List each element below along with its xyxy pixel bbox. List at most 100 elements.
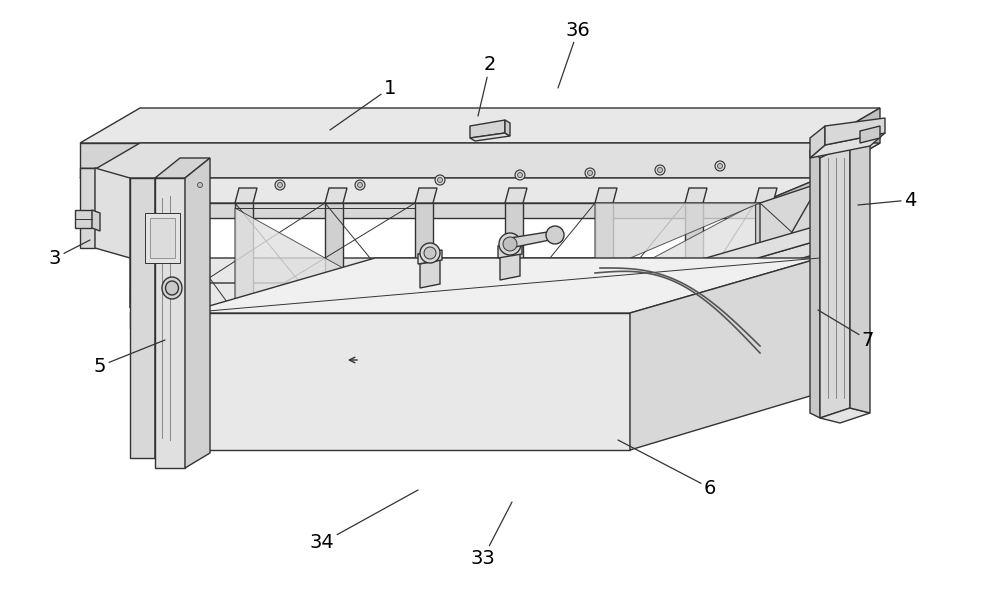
Circle shape: [585, 168, 595, 178]
Polygon shape: [325, 188, 347, 203]
Polygon shape: [325, 203, 343, 313]
Polygon shape: [415, 203, 433, 313]
Ellipse shape: [166, 281, 178, 295]
Polygon shape: [80, 143, 880, 178]
Polygon shape: [155, 178, 185, 468]
Text: 33: 33: [471, 502, 512, 568]
Polygon shape: [630, 240, 820, 313]
Circle shape: [715, 161, 725, 171]
Polygon shape: [470, 133, 510, 141]
Polygon shape: [75, 210, 92, 228]
Polygon shape: [130, 288, 760, 303]
Circle shape: [275, 180, 285, 190]
Polygon shape: [700, 183, 820, 308]
Polygon shape: [505, 120, 510, 136]
Circle shape: [358, 182, 362, 188]
Polygon shape: [92, 210, 100, 231]
Polygon shape: [145, 213, 180, 263]
Polygon shape: [155, 178, 185, 468]
Polygon shape: [505, 203, 523, 313]
Polygon shape: [415, 188, 437, 203]
Circle shape: [195, 180, 205, 190]
Polygon shape: [825, 118, 885, 145]
Polygon shape: [595, 203, 755, 288]
Polygon shape: [860, 126, 880, 143]
Circle shape: [438, 178, 442, 182]
Polygon shape: [595, 203, 760, 273]
Circle shape: [658, 167, 662, 172]
Polygon shape: [155, 188, 177, 203]
Polygon shape: [595, 188, 617, 203]
Polygon shape: [500, 253, 520, 280]
Polygon shape: [235, 208, 415, 308]
Circle shape: [355, 180, 365, 190]
Polygon shape: [595, 203, 613, 313]
Polygon shape: [820, 408, 870, 423]
Circle shape: [420, 243, 440, 263]
Circle shape: [198, 182, 202, 188]
Polygon shape: [820, 133, 880, 178]
Polygon shape: [760, 283, 820, 328]
Polygon shape: [505, 188, 527, 203]
Polygon shape: [820, 108, 880, 168]
Polygon shape: [185, 313, 630, 450]
Polygon shape: [470, 120, 505, 138]
Polygon shape: [850, 143, 870, 413]
Polygon shape: [760, 258, 820, 303]
Polygon shape: [80, 168, 820, 178]
Polygon shape: [630, 225, 820, 295]
Polygon shape: [630, 258, 820, 450]
Text: 7: 7: [818, 310, 874, 349]
Polygon shape: [150, 218, 175, 258]
Circle shape: [515, 170, 525, 180]
Polygon shape: [760, 178, 820, 218]
Polygon shape: [130, 283, 820, 313]
Circle shape: [655, 165, 665, 175]
Circle shape: [499, 233, 521, 255]
Polygon shape: [755, 188, 777, 203]
Ellipse shape: [716, 296, 734, 308]
Circle shape: [424, 247, 436, 259]
Circle shape: [518, 172, 522, 178]
Polygon shape: [80, 143, 820, 168]
Polygon shape: [130, 203, 760, 218]
Polygon shape: [755, 203, 773, 313]
Polygon shape: [155, 158, 210, 178]
Polygon shape: [130, 178, 185, 308]
Polygon shape: [130, 178, 820, 203]
Polygon shape: [130, 258, 820, 288]
Text: 34: 34: [310, 490, 418, 553]
Polygon shape: [418, 250, 442, 264]
Polygon shape: [498, 242, 522, 258]
Polygon shape: [685, 188, 707, 203]
Text: 3: 3: [49, 240, 90, 267]
Polygon shape: [185, 158, 210, 468]
Ellipse shape: [162, 277, 182, 299]
Polygon shape: [630, 253, 820, 313]
Polygon shape: [185, 268, 820, 348]
Polygon shape: [155, 203, 173, 313]
Polygon shape: [820, 143, 850, 418]
Text: 4: 4: [858, 191, 916, 209]
Circle shape: [278, 182, 283, 188]
Text: 36: 36: [558, 20, 590, 88]
Circle shape: [503, 237, 517, 251]
Circle shape: [718, 163, 722, 169]
Circle shape: [435, 175, 445, 185]
Polygon shape: [95, 168, 130, 258]
Text: 1: 1: [330, 78, 396, 130]
Polygon shape: [685, 203, 703, 313]
Text: 2: 2: [478, 56, 496, 116]
Polygon shape: [810, 133, 885, 158]
Polygon shape: [80, 108, 880, 143]
Polygon shape: [810, 126, 825, 158]
Text: 5: 5: [94, 340, 165, 376]
Circle shape: [546, 226, 564, 244]
Polygon shape: [185, 258, 820, 313]
Polygon shape: [510, 230, 560, 248]
Text: 6: 6: [618, 440, 716, 498]
Ellipse shape: [751, 283, 769, 295]
Circle shape: [588, 170, 592, 175]
Polygon shape: [235, 188, 257, 203]
Polygon shape: [130, 313, 760, 328]
